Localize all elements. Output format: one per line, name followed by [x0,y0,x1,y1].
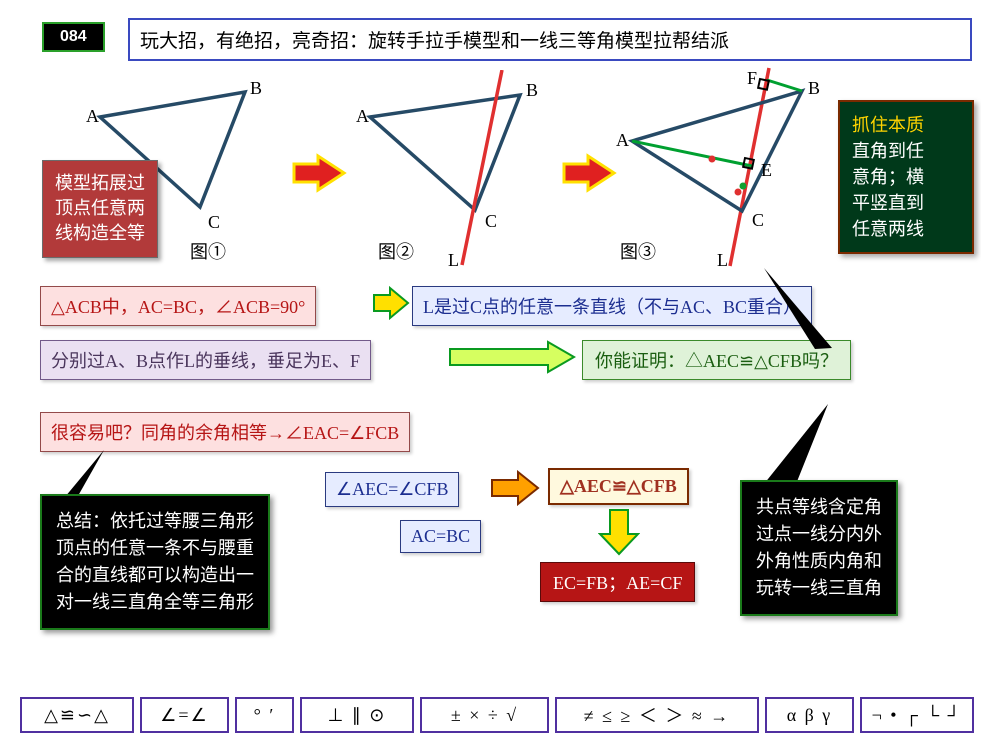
poem-box: 共点等线含定角 过点一线分内外 外角性质内角和 玩转一线三直角 [740,480,898,616]
essence-yellow: 抓住本质 [852,115,924,135]
svg-text:C: C [485,211,497,231]
symbox-0[interactable]: △≌∽△ [20,697,134,733]
symbox-1[interactable]: ∠=∠ [140,697,229,733]
arrow-long [448,340,578,374]
svg-text:B: B [808,78,820,98]
congruent-box: △AEC≌△CFB [548,468,689,505]
model-extension-box: 模型拓展过 顶点任意两 线构造全等 [42,160,158,258]
svg-text:F: F [747,68,757,88]
symbox-4[interactable]: ± × ÷ √ [420,697,549,733]
essence-white: 直角到任 意角；横 平竖直到 任意两线 [852,141,924,239]
arrow-small-1 [372,286,412,320]
given-box: △ACB中，AC=BC，∠ACB=90° [40,286,316,326]
symbox-5[interactable]: ≠ ≤ ≥ ＜ ＞ ≈ → [555,697,759,733]
svg-text:A: A [616,130,629,150]
essence-box: 抓住本质 直角到任 意角；横 平竖直到 任意两线 [838,100,974,254]
arrow-to-congruent [490,470,542,506]
callout-pointer [760,264,880,354]
svg-text:C: C [752,210,764,230]
fig2-label: 图② [378,238,414,264]
svg-text:E: E [761,160,772,180]
symbox-2[interactable]: ° ′ [235,697,294,733]
svg-text:A: A [356,106,369,126]
symbox-3[interactable]: ⊥ ∥ ⊙ [300,697,414,733]
arrow-right-2 [560,152,620,194]
svg-text:B: B [526,80,538,100]
perp-box: 分别过A、B点作L的垂线，垂足为E、F [40,340,371,380]
L-def-box: L是过C点的任意一条直线（不与AC、BC重合） [412,286,812,326]
fig1-label: 图① [190,238,226,264]
result-box: EC=FB；AE=CF [540,562,695,602]
label-C: C [208,212,220,232]
badge-number: 084 [42,22,105,52]
symbox-7[interactable]: ¬ • ┌ └ ┘ [860,697,974,733]
label-A: A [86,106,99,126]
side-eq-box: AC=BC [400,520,481,553]
svg-text:L: L [717,250,728,270]
label-B: B [250,78,262,98]
title-box: 玩大招，有绝招，亮奇招：旋转手拉手模型和一线三等角模型拉帮结派 [128,18,972,61]
symbox-6[interactable]: α β γ [765,697,854,733]
fig3-label: 图③ [620,238,656,264]
summary-box: 总结：依托过等腰三角形 顶点的任意一条不与腰重 合的直线都可以构造出一 对一线三… [40,494,270,630]
arrow-down [598,508,640,558]
arrow-right-1 [290,152,350,194]
angle-eq-box: ∠AEC=∠CFB [325,472,459,507]
easy-box: 很容易吧？同角的余角相等→∠EAC=∠FCB [40,412,410,452]
svg-text:L: L [448,250,459,270]
